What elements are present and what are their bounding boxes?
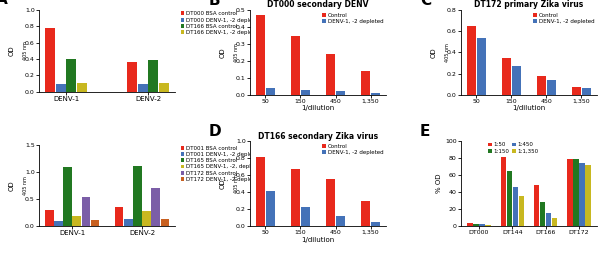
Legend: DT001 BSA control, DT001 DENV-1, -2 depleted, DT165 BSA control, DT165 DENV-1, -: DT001 BSA control, DT001 DENV-1, -2 depl… [181, 146, 263, 182]
Bar [336, 216, 345, 226]
Bar [326, 180, 335, 226]
Bar [371, 222, 380, 226]
Text: A: A [0, 0, 7, 7]
Bar [586, 165, 591, 226]
Text: 405 nm: 405 nm [234, 174, 239, 193]
Bar [124, 219, 133, 226]
Bar [82, 197, 90, 226]
Bar [161, 219, 169, 226]
Text: OD: OD [9, 180, 15, 191]
Text: OD: OD [9, 45, 15, 56]
Legend: Control, DENV-1, -2 depleted: Control, DENV-1, -2 depleted [322, 13, 383, 24]
Text: 405 nm: 405 nm [234, 43, 239, 62]
Bar [151, 188, 160, 226]
Text: 405 nm: 405 nm [23, 41, 28, 60]
Bar [580, 163, 585, 226]
Bar [73, 216, 81, 226]
Bar [534, 185, 539, 226]
Y-axis label: % OD: % OD [436, 174, 442, 194]
Bar [301, 208, 310, 226]
Title: DT000 secondary DENV: DT000 secondary DENV [267, 1, 369, 9]
Text: OD: OD [220, 178, 226, 189]
Legend: 1:50, 1:150, 1:450, 1:1,350: 1:50, 1:150, 1:450, 1:1,350 [488, 142, 539, 154]
Text: OD: OD [220, 47, 226, 58]
Bar [371, 93, 380, 95]
Bar [547, 80, 556, 95]
Bar [477, 38, 486, 95]
Text: 405 nm: 405 nm [23, 176, 28, 195]
Bar [572, 87, 581, 95]
Text: D: D [209, 124, 222, 139]
Text: E: E [420, 124, 430, 139]
Bar [512, 66, 521, 95]
Bar [552, 218, 557, 226]
Bar [336, 91, 345, 95]
Legend: Control, DENV-1, -2 depleted: Control, DENV-1, -2 depleted [533, 13, 594, 24]
Bar [467, 223, 473, 226]
Bar [540, 201, 545, 226]
Legend: DT000 BSA control, DT000 DENV-1, -2 depleted, DT166 BSA control, DT166 DENV-1, -: DT000 BSA control, DT000 DENV-1, -2 depl… [181, 11, 262, 35]
Bar [500, 157, 506, 226]
Bar [361, 71, 370, 95]
Bar [67, 59, 76, 92]
Bar [142, 211, 151, 226]
Bar [266, 88, 275, 95]
Bar [568, 159, 573, 226]
Title: DT166 secondary Zika virus: DT166 secondary Zika virus [258, 132, 378, 141]
Title: DT172 primary Zika virus: DT172 primary Zika virus [475, 1, 584, 9]
Bar [301, 90, 310, 95]
Text: 405 nm: 405 nm [445, 43, 450, 62]
Legend: Control, DENV-1, -2 depleted: Control, DENV-1, -2 depleted [322, 144, 383, 155]
Bar [574, 159, 579, 226]
Bar [291, 36, 300, 95]
Bar [361, 201, 370, 226]
Text: C: C [420, 0, 431, 8]
Bar [127, 62, 137, 92]
Bar [256, 157, 265, 226]
Bar [485, 225, 491, 226]
Bar [64, 167, 72, 226]
Bar [326, 54, 335, 95]
Bar [479, 224, 485, 226]
X-axis label: 1/dilution: 1/dilution [301, 237, 335, 243]
Bar [45, 28, 55, 92]
Bar [502, 58, 511, 95]
Bar [91, 220, 99, 226]
Bar [582, 88, 591, 95]
Bar [537, 76, 546, 95]
Bar [56, 84, 65, 92]
Bar [518, 196, 524, 226]
Bar [266, 191, 275, 226]
Text: OD: OD [431, 47, 437, 58]
Text: B: B [209, 0, 221, 8]
Bar [256, 15, 265, 95]
Bar [506, 171, 512, 226]
Bar [473, 224, 479, 226]
Bar [467, 26, 476, 95]
Bar [45, 210, 53, 226]
Bar [148, 60, 158, 92]
Bar [546, 213, 551, 226]
Bar [138, 84, 148, 92]
Bar [77, 84, 87, 92]
X-axis label: 1/dilution: 1/dilution [512, 105, 545, 112]
Bar [133, 166, 142, 226]
Bar [115, 207, 124, 226]
X-axis label: 1/dilution: 1/dilution [301, 105, 335, 112]
Bar [512, 187, 518, 226]
Bar [54, 221, 62, 226]
Bar [159, 84, 169, 92]
Bar [291, 169, 300, 226]
